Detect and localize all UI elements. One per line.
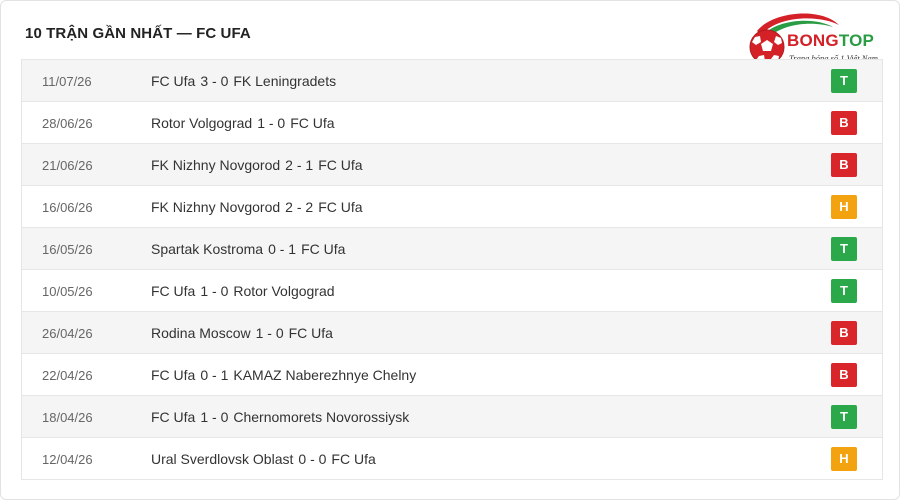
match-score: 2 - 1: [285, 157, 314, 173]
home-team: Rodina Moscow: [151, 325, 251, 341]
match-row[interactable]: 10/05/26 FC Ufa 1 - 0 Rotor Volgograd T: [22, 270, 882, 312]
away-team: FC Ufa: [318, 157, 363, 173]
match-fixture[interactable]: Rotor Volgograd 1 - 0 FC Ufa: [151, 115, 335, 131]
recent-matches-table: 11/07/26 FC Ufa 3 - 0 FK Leningradets T 28/06…: [21, 59, 883, 480]
match-score: 1 - 0: [255, 325, 284, 341]
match-score: 0 - 0: [298, 451, 327, 467]
home-team: Ural Sverdlovsk Oblast: [151, 451, 294, 467]
result-badge: T: [831, 405, 857, 429]
match-date: 12/04/26: [42, 452, 93, 467]
home-team: Rotor Volgograd: [151, 115, 253, 131]
home-team: Spartak Kostroma: [151, 241, 264, 257]
match-fixture[interactable]: FC Ufa 3 - 0 FK Leningradets: [151, 73, 336, 89]
away-team: Chernomorets Novorossiysk: [233, 409, 410, 425]
match-row[interactable]: 16/06/26 FK Nizhny Novgorod 2 - 2 FC Ufa H: [22, 186, 882, 228]
match-row[interactable]: 16/05/26 Spartak Kostroma 0 - 1 FC Ufa T: [22, 228, 882, 270]
match-row[interactable]: 26/04/26 Rodina Moscow 1 - 0 FC Ufa B: [22, 312, 882, 354]
match-date: 28/06/26: [42, 116, 93, 131]
result-badge: H: [831, 195, 857, 219]
away-team: Rotor Volgograd: [233, 283, 335, 299]
match-score: 2 - 2: [285, 199, 314, 215]
match-row[interactable]: 21/06/26 FK Nizhny Novgorod 2 - 1 FC Ufa B: [22, 144, 882, 186]
away-team: FC Ufa: [318, 199, 363, 215]
match-date: 16/06/26: [42, 200, 93, 215]
result-badge: T: [831, 69, 857, 93]
match-fixture[interactable]: FC Ufa 1 - 0 Chernomorets Novorossiysk: [151, 409, 409, 425]
logo-brand-part1: BONG: [787, 31, 839, 50]
match-date: 11/07/26: [42, 74, 92, 89]
home-team: FC Ufa: [151, 73, 196, 89]
match-row[interactable]: 22/04/26 FC Ufa 0 - 1 KAMAZ Naberezhnye Che…: [22, 354, 882, 396]
home-team: FC Ufa: [151, 283, 196, 299]
result-badge: B: [831, 321, 857, 345]
away-team: FC Ufa: [301, 241, 346, 257]
match-date: 26/04/26: [42, 326, 93, 341]
match-date: 21/06/26: [42, 158, 93, 173]
logo-tagline: Trang bóng số 1 Việt Nam: [789, 53, 878, 63]
home-team: FK Nizhny Novgorod: [151, 199, 281, 215]
result-badge: B: [831, 153, 857, 177]
result-badge: B: [831, 111, 857, 135]
home-team: FC Ufa: [151, 409, 196, 425]
match-score: 3 - 0: [200, 73, 229, 89]
away-team: KAMAZ Naberezhnye Chelny: [233, 367, 417, 383]
page-title: 10 TRẬN GẦN NHẤT — FC UFA: [25, 25, 251, 42]
match-date: 10/05/26: [42, 284, 93, 299]
home-team: FC Ufa: [151, 367, 196, 383]
match-fixture[interactable]: FK Nizhny Novgorod 2 - 2 FC Ufa: [151, 199, 363, 215]
logo-brand-text: BONGTOP: [787, 31, 874, 51]
away-team: FC Ufa: [290, 115, 335, 131]
match-fixture[interactable]: FC Ufa 1 - 0 Rotor Volgograd: [151, 283, 335, 299]
home-team: FK Nizhny Novgorod: [151, 157, 281, 173]
match-fixture[interactable]: Rodina Moscow 1 - 0 FC Ufa: [151, 325, 333, 341]
bongtop-logo[interactable]: BONGTOP Trang bóng số 1 Việt Nam: [743, 9, 893, 71]
match-row[interactable]: 12/04/26 Ural Sverdlovsk Oblast 0 - 0 FC Uf…: [22, 438, 882, 480]
match-score: 0 - 1: [200, 367, 229, 383]
match-date: 18/04/26: [42, 410, 93, 425]
match-score: 0 - 1: [268, 241, 297, 257]
result-badge: B: [831, 363, 857, 387]
away-team: FC Ufa: [331, 451, 376, 467]
soccer-ball-logo-icon: [749, 13, 839, 65]
result-badge: H: [831, 447, 857, 471]
match-row[interactable]: 11/07/26 FC Ufa 3 - 0 FK Leningradets T: [22, 60, 882, 102]
match-date: 16/05/26: [42, 242, 93, 257]
match-row[interactable]: 18/04/26 FC Ufa 1 - 0 Chernomorets Novoross…: [22, 396, 882, 438]
match-score: 1 - 0: [257, 115, 286, 131]
away-team: FK Leningradets: [233, 73, 337, 89]
match-fixture[interactable]: Spartak Kostroma 0 - 1 FC Ufa: [151, 241, 345, 257]
match-date: 22/04/26: [42, 368, 93, 383]
match-score: 1 - 0: [200, 283, 229, 299]
result-badge: T: [831, 279, 857, 303]
logo-brand-part2: TOP: [838, 31, 875, 50]
away-team: FC Ufa: [288, 325, 333, 341]
match-row[interactable]: 28/06/26 Rotor Volgograd 1 - 0 FC Ufa B: [22, 102, 882, 144]
match-score: 1 - 0: [200, 409, 229, 425]
match-fixture[interactable]: FC Ufa 0 - 1 KAMAZ Naberezhnye Chelny: [151, 367, 416, 383]
match-fixture[interactable]: Ural Sverdlovsk Oblast 0 - 0 FC Ufa: [151, 451, 376, 467]
match-fixture[interactable]: FK Nizhny Novgorod 2 - 1 FC Ufa: [151, 157, 363, 173]
result-badge: T: [831, 237, 857, 261]
